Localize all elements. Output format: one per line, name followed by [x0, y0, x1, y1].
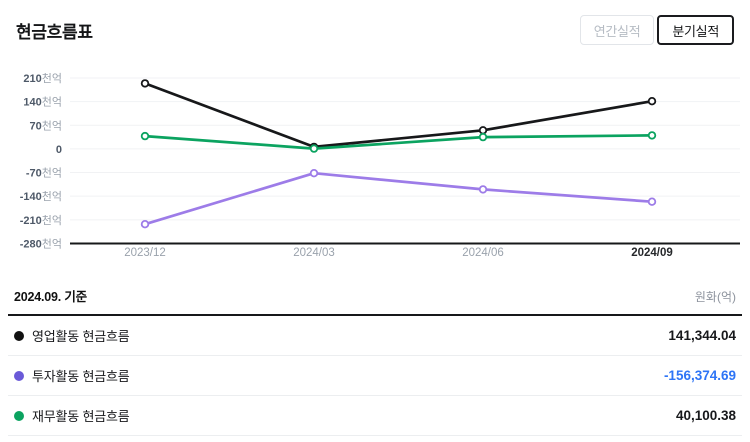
row-label: 재무활동 현금흐름 — [32, 409, 130, 424]
table-row-investing: 투자활동 현금흐름 -156,374.69 — [8, 356, 742, 396]
table-caption: 2024.09. 기준 — [14, 290, 87, 304]
chart-area: 210천억 140천억 70천억 0 -70천억 -140천억 -210천억 -280천억 20… — [0, 60, 750, 272]
table-unit-label: 원화(억) — [694, 290, 736, 304]
svg-text:-210천억: -210천억 — [20, 213, 62, 227]
row-label-group: 재무활동 현금흐름 — [14, 406, 130, 425]
svg-text:2024/03: 2024/03 — [293, 247, 335, 259]
table-row-financing: 재무활동 현금흐름 40,100.38 — [8, 396, 742, 436]
page-title: 현금흐름표 — [16, 22, 93, 42]
svg-text:-140천억: -140천억 — [20, 189, 62, 203]
svg-text:-280천억: -280천억 — [20, 236, 62, 250]
row-label: 투자활동 현금흐름 — [32, 369, 130, 384]
row-label: 영업활동 현금흐름 — [32, 329, 130, 344]
cashflow-table: 2024.09. 기준 원화(억) 영업활동 현금흐름 141,344.04 투… — [8, 272, 742, 436]
table-header: 2024.09. 기준 원화(억) — [8, 272, 742, 316]
table-row-operating: 영업활동 현금흐름 141,344.04 — [8, 316, 742, 356]
svg-text:210천억: 210천억 — [23, 71, 62, 85]
cashflow-line-chart: 210천억 140천억 70천억 0 -70천억 -140천억 -210천억 -280천억 20… — [20, 71, 740, 259]
svg-text:2023/12: 2023/12 — [124, 247, 166, 259]
period-toggle: 연간실적 분기실적 — [579, 15, 734, 45]
svg-text:2024/09: 2024/09 — [631, 247, 673, 259]
row-value: -156,374.69 — [663, 368, 736, 383]
panel-header: 현금흐름표 연간실적 분기실적 — [0, 0, 750, 60]
svg-text:70천억: 70천억 — [30, 118, 63, 132]
row-label-group: 투자활동 현금흐름 — [14, 366, 130, 385]
svg-text:140천억: 140천억 — [23, 95, 62, 109]
financing-series-bullet-icon — [14, 410, 24, 421]
row-value: 40,100.38 — [675, 408, 736, 423]
annual-results-button[interactable]: 연간실적 — [579, 15, 655, 45]
investing-series-bullet-icon — [14, 370, 24, 381]
row-value: 141,344.04 — [668, 328, 736, 343]
quarterly-results-button[interactable]: 분기실적 — [657, 15, 734, 45]
operating-series-bullet-icon — [14, 330, 24, 341]
svg-text:-70천억: -70천억 — [26, 166, 62, 180]
svg-text:2024/06: 2024/06 — [462, 247, 504, 259]
svg-text:0: 0 — [56, 144, 62, 156]
row-label-group: 영업활동 현금흐름 — [14, 326, 130, 345]
